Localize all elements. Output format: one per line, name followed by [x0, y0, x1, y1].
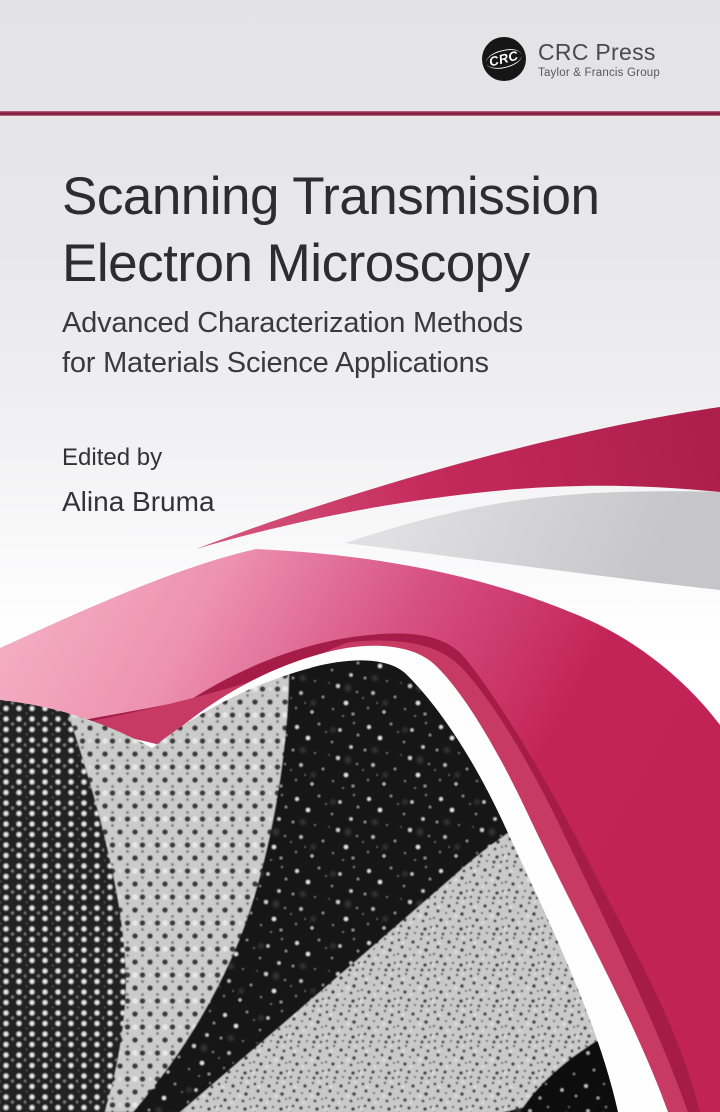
header-rule	[0, 111, 720, 116]
subtitle-line-2: for Materials Science Applications	[62, 347, 489, 380]
crc-monogram: CRC	[484, 45, 524, 73]
book-title: Scanning Transmission Electron Microscop…	[62, 163, 600, 298]
publisher-group: Taylor & Francis Group	[538, 67, 660, 80]
editor-name: Alina Bruma	[62, 485, 215, 517]
publisher-text: CRC Press Taylor & Francis Group	[538, 37, 660, 79]
book-subtitle: Advanced Characterization Methods for Ma…	[62, 303, 523, 383]
crimson-swoosh-top	[196, 407, 720, 549]
editor-label: Edited by	[62, 444, 163, 471]
title-line-1: Scanning Transmission	[62, 167, 600, 226]
publisher-logo: CRC CRC Press Taylor & Francis Group	[482, 37, 660, 81]
wedge-dense-dark-speckle	[520, 1010, 618, 1112]
wedge-hexagonal-ring-lattice	[60, 660, 290, 1112]
title-line-2: Electron Microscopy	[62, 234, 530, 294]
gray-swoosh	[345, 491, 720, 590]
wedge-atomic-lattice-rows	[0, 680, 127, 1112]
editor-block: Edited by Alina Bruma	[62, 444, 215, 518]
crc-logo-icon: CRC	[482, 37, 526, 81]
subtitle-line-1: Advanced Characterization Methods	[62, 307, 523, 339]
publisher-name: CRC Press	[538, 39, 656, 65]
